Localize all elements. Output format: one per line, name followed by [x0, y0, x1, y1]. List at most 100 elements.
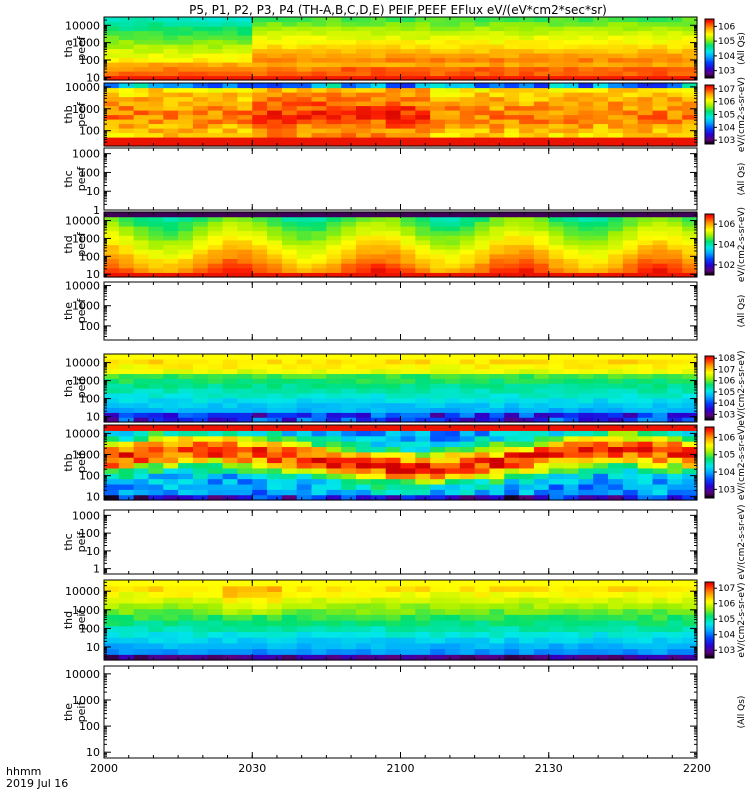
spectrogram-cell: [104, 101, 120, 107]
spectrogram-cell: [652, 239, 668, 246]
spectrogram-cell: [133, 407, 150, 413]
colorbar-label: (All Qs): [737, 163, 747, 196]
spectrogram-cell: [430, 239, 446, 246]
spectrogram-cell: [163, 96, 179, 102]
spectrogram-cell: [519, 441, 535, 448]
spectrogram-cell: [489, 597, 505, 604]
spectrogram-cell: [370, 462, 387, 469]
spectrogram-cell: [341, 631, 357, 638]
colorbar-tick-label: 106: [718, 377, 735, 387]
spectrogram-cell: [178, 373, 194, 379]
spectrogram-cell: [474, 105, 491, 111]
spectrogram-cell: [533, 467, 550, 474]
spectrogram-cell: [252, 585, 268, 593]
spectrogram-cell: [163, 373, 179, 379]
spectrogram-cell: [608, 57, 624, 63]
spectrogram-cell: [222, 21, 239, 27]
spectrogram-cell: [267, 132, 283, 138]
spectrogram-cell: [252, 128, 268, 134]
spectrogram-cell: [593, 230, 609, 236]
spectrogram-cell: [444, 101, 461, 107]
spectrogram-cell: [519, 57, 535, 63]
spectrogram-cell: [548, 225, 565, 232]
y-tick-label: 1000: [72, 604, 100, 617]
spectrogram-cell: [163, 412, 179, 418]
spectrogram-cell: [578, 430, 594, 437]
spectrogram-cell: [563, 597, 579, 604]
spectrogram-cell: [311, 114, 327, 120]
y-tick-label: 10000: [65, 215, 100, 228]
spectrogram-cell: [430, 137, 446, 143]
spectrogram-cell: [163, 392, 179, 399]
spectrogram-cell: [400, 388, 416, 394]
spectrogram-cell: [608, 258, 624, 264]
spectrogram-cell: [459, 614, 476, 621]
spectrogram-cell: [133, 441, 150, 448]
spectrogram-cell: [311, 221, 327, 227]
spectrogram-cell: [237, 489, 253, 496]
spectrogram-cell: [341, 71, 357, 77]
spectrogram-cell: [519, 30, 535, 36]
spectrogram-cell: [459, 392, 476, 399]
spectrogram-cell: [563, 258, 579, 264]
spectrogram-cell: [637, 637, 654, 644]
spectrogram-cell: [593, 412, 609, 418]
spectrogram-cell: [519, 388, 535, 394]
spectrogram-cell: [548, 66, 565, 72]
spectrogram-cell: [267, 478, 283, 485]
y-tick-label: 10: [86, 641, 100, 654]
spectrogram-cell: [281, 412, 298, 418]
spectrogram-cell: [504, 462, 520, 469]
spectrogram-cell: [326, 53, 342, 59]
spectrogram-cell: [533, 128, 550, 134]
spectrogram-cell: [608, 267, 624, 273]
spectrogram-cell: [548, 430, 565, 437]
spectrogram-cell: [311, 417, 327, 423]
spectrogram-cell: [637, 378, 654, 384]
spectrogram-cell: [192, 110, 209, 116]
spectrogram-cell: [415, 597, 431, 604]
spectrogram-cell: [519, 358, 535, 365]
spectrogram-cell: [118, 585, 135, 593]
spectrogram-cell: [667, 597, 683, 604]
spectrogram-cell: [578, 397, 594, 404]
spectrogram-cell: [356, 457, 372, 464]
spectrogram-cell: [474, 354, 491, 360]
spectrogram-cell: [222, 585, 239, 593]
spectrogram-cell: [578, 105, 594, 111]
spectrogram-cell: [281, 272, 298, 278]
spectrogram-cell: [563, 212, 579, 218]
spectrogram-cell: [104, 591, 120, 598]
spectrogram-cell: [163, 597, 179, 604]
spectrogram-cell: [400, 253, 416, 260]
spectrogram-cell: [667, 378, 683, 384]
spectrogram-cell: [608, 239, 624, 246]
spectrogram-cell: [222, 473, 239, 480]
spectrogram-cell: [444, 608, 461, 615]
spectrogram-cell: [341, 212, 357, 218]
spectrogram-cell: [415, 441, 431, 448]
spectrogram-cell: [608, 397, 624, 404]
spectrogram-cell: [207, 435, 224, 442]
spectrogram-cell: [222, 225, 239, 232]
spectrogram-cell: [192, 494, 209, 501]
spectrogram-cell: [237, 654, 253, 661]
spectrogram-cell: [296, 128, 313, 134]
spectrogram-cell: [341, 358, 357, 365]
spectrogram-cell: [222, 83, 239, 89]
spectrogram-cell: [489, 53, 505, 59]
panel-label-product: peif: [75, 451, 88, 473]
spectrogram-cell: [385, 235, 402, 241]
spectrogram-cell: [637, 457, 654, 464]
spectrogram-cell: [356, 489, 372, 496]
spectrogram-cell: [415, 39, 431, 45]
spectrogram-cell: [370, 75, 387, 81]
spectrogram-cell: [400, 141, 416, 147]
spectrogram-cell: [563, 235, 579, 241]
spectrogram-cell: [563, 137, 579, 143]
spectrogram-cell: [370, 383, 387, 389]
spectrogram-cell: [222, 648, 239, 655]
spectrogram-cell: [459, 430, 476, 437]
spectrogram-cell: [682, 417, 698, 423]
